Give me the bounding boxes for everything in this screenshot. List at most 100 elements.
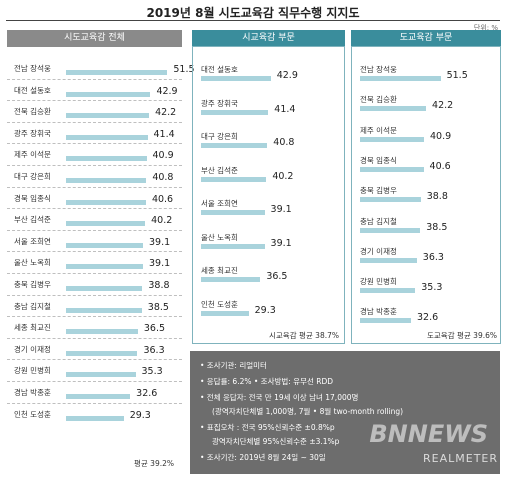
row-name: 인천 도성훈 (14, 409, 51, 419)
bar (360, 136, 424, 142)
brand-logo-text: REALMETER (423, 452, 498, 465)
info-line: (광역자치단체별 1,000명, 7월 • 8월 two-month rolli… (212, 407, 404, 416)
row-name: 대구 강은희 (201, 132, 238, 141)
row-name: 경남 박종훈 (14, 388, 51, 397)
bar-value-label: 39.1 (148, 258, 171, 270)
bar (66, 91, 151, 97)
bar-value-label: 36.3 (143, 344, 165, 356)
row-name: 제주 이석문 (360, 125, 397, 135)
row-separator (7, 229, 182, 231)
bar (360, 288, 416, 294)
row-name: 광주 장휘국 (201, 98, 238, 108)
row-name: 충남 김지철 (360, 216, 397, 226)
bar-value-label: 40.8 (273, 137, 295, 148)
row-separator (7, 337, 182, 339)
bar-value-label: 42.2 (155, 107, 177, 119)
row-name: 강원 민병희 (360, 277, 397, 287)
panel-header: 도교육감 부문 (351, 30, 501, 47)
row-separator (7, 402, 182, 404)
bar (66, 394, 131, 399)
row-separator (7, 316, 182, 318)
row-name: 전북 김승환 (360, 95, 397, 105)
bar-value-label: 51.5 (173, 64, 195, 75)
row-name: 대전 설동호 (201, 65, 238, 74)
row-separator (7, 381, 182, 382)
row-name: 울산 노옥희 (14, 258, 51, 268)
bar-value-label: 40.2 (272, 170, 294, 182)
bar-value-label: 35.3 (421, 282, 443, 294)
bar-value-label: 29.3 (254, 304, 276, 316)
row-name: 부산 김석준 (14, 215, 51, 225)
bar (66, 264, 143, 270)
bar (66, 156, 147, 162)
row-name: 경남 박종훈 (360, 307, 397, 317)
bar (201, 176, 267, 182)
info-line: • 응답률: 6.2% • 조사방법: 유무선 RDD (200, 377, 334, 386)
row-separator (7, 143, 182, 145)
bar-value-label: 29.3 (129, 409, 151, 421)
bar (201, 210, 265, 215)
bar-value-label: 41.4 (153, 128, 175, 140)
row-name: 강원 민병희 (14, 366, 51, 376)
bar (201, 76, 271, 81)
row-name: 광주 장휘국 (14, 128, 51, 138)
row-separator (7, 121, 182, 123)
panel-frame (192, 46, 345, 344)
bar-value-label: 38.5 (426, 221, 448, 233)
panel-average: 시교육감 평균 38.7% (269, 331, 339, 340)
bar-value-label: 41.4 (274, 103, 296, 115)
row-name: 전남 장석웅 (14, 64, 51, 73)
info-line: • 조사기관: 리얼미터 (200, 361, 267, 370)
row-separator (7, 100, 182, 102)
row-name: 제주 이석문 (14, 150, 51, 160)
bar (201, 243, 265, 249)
bar-value-label: 39.1 (148, 236, 171, 248)
row-name: 충북 김병우 (14, 280, 51, 289)
row-name: 부산 김석준 (201, 165, 238, 175)
bar (201, 143, 268, 148)
chart-title: 2019년 8월 시도교육감 직무수행 지지도 (146, 6, 360, 20)
bar-value-label: 38.5 (147, 301, 169, 313)
panel-header: 시도교육감 전체 (7, 30, 182, 47)
bar (66, 178, 147, 183)
panel-1: 시도교육감 전체 전남 장석웅 51.5 대전 설동호 42.9 전북 김승환 42.2 광주… (7, 30, 195, 468)
bar (360, 166, 424, 172)
bar (66, 242, 143, 248)
bar (66, 286, 143, 291)
bar (66, 307, 142, 313)
bar-value-label: 39.1 (270, 204, 292, 215)
row-separator (7, 294, 182, 296)
panel-2: 시교육감 부문 대전 설동호 42.9 광주 장휘국 41.4 대구 강은희 40.8 부산 … (192, 30, 345, 344)
panel-frame (351, 46, 501, 344)
row-name: 경북 임종식 (14, 193, 51, 203)
panel-average: 도교육감 평균 39.6% (427, 331, 497, 340)
bar (66, 113, 150, 119)
bar (360, 318, 412, 324)
bar-value-label: 38.8 (426, 191, 448, 203)
bar-value-label: 36.3 (422, 251, 444, 263)
row-separator (7, 359, 182, 361)
bar (201, 277, 261, 282)
bar (360, 76, 441, 81)
bar (66, 221, 146, 227)
bar-value-label: 40.8 (152, 172, 174, 183)
bar-value-label: 38.8 (148, 280, 170, 291)
panel-average: 평균 39.2% (133, 459, 174, 468)
bar (201, 109, 269, 115)
survey-info-box: • 조사기관: 리얼미터 • 응답률: 6.2% • 조사방법: 유무선 RDD… (190, 351, 500, 474)
row-name: 세종 최교진 (201, 266, 238, 275)
bar-value-label: 32.6 (136, 388, 158, 399)
row-name: 울산 노옥희 (201, 232, 238, 242)
row-separator (7, 208, 182, 210)
bar (66, 350, 138, 356)
bar (66, 372, 136, 378)
row-separator (7, 273, 182, 274)
bar-value-label: 35.3 (141, 366, 163, 378)
bar (360, 197, 421, 203)
row-separator (7, 165, 182, 166)
bar-value-label: 36.5 (143, 323, 166, 335)
title-rule-top (6, 20, 500, 21)
watermark: BNNEWS (369, 420, 488, 448)
unit-label: 단위: % (473, 24, 498, 32)
bar (66, 329, 138, 335)
